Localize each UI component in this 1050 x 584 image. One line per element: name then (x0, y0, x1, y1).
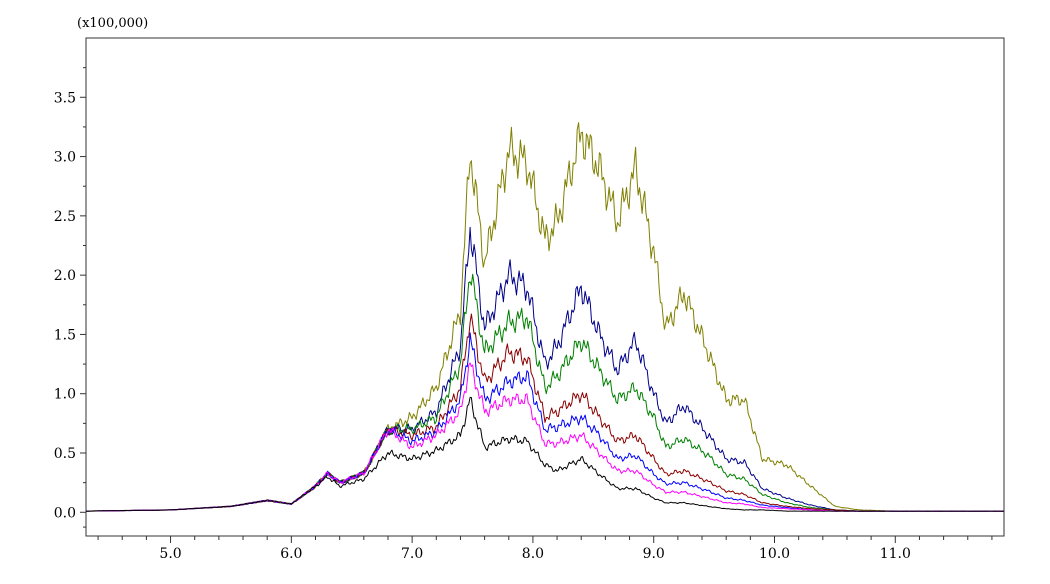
series-line-7 (86, 396, 1004, 512)
x-tick-label: 7.0 (401, 546, 423, 562)
plot-frame (85, 37, 1005, 537)
y-scale-label: (x100,000) (77, 16, 148, 31)
y-tick-label: 3.5 (54, 90, 76, 106)
y-tick-label: 2.5 (54, 209, 76, 225)
x-axis: 5.0 6.0 7.0 8.0 9.0 10.0 11.0 (97, 536, 993, 562)
x-tick-label: 11.0 (880, 546, 911, 562)
x-tick-label: 9.0 (643, 546, 665, 562)
y-tick-label: 1.0 (54, 387, 76, 403)
x-tick-label: 8.0 (522, 546, 544, 562)
x-tick-label: 5.0 (159, 546, 181, 562)
x-tick-label: 6.0 (280, 546, 302, 562)
y-axis: 0.0 0.5 1.0 1.5 2.0 2.5 3.0 3.5 (54, 67, 86, 528)
x-tick-label: 10.0 (759, 546, 790, 562)
y-tick-label: 0.5 (54, 446, 76, 462)
y-tick-label: 2.0 (54, 268, 76, 284)
series-layer (85, 122, 1005, 512)
y-tick-label: 3.0 (54, 150, 76, 166)
y-tick-label: 0.0 (54, 505, 76, 521)
y-tick-label: 1.5 (54, 327, 76, 343)
